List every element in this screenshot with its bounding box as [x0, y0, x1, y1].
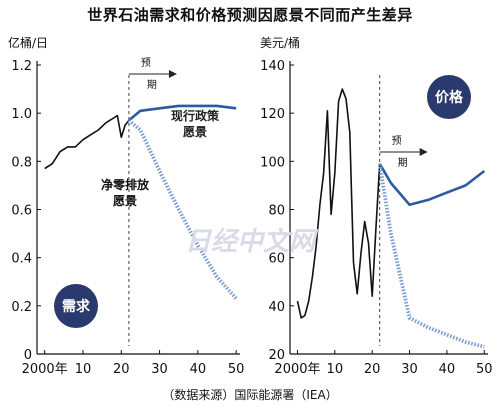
- badge-circle: [54, 284, 98, 328]
- y-tick-label: 0.2: [11, 300, 32, 315]
- policy-scenario-label: 愿景: [183, 125, 207, 139]
- y-tick-label: 40: [268, 300, 285, 315]
- y-tick-label: 20: [268, 348, 285, 363]
- y-tick-label: 0: [24, 348, 32, 363]
- x-tick-label: 40: [190, 362, 207, 377]
- series-line-policy: [128, 104, 237, 122]
- x-tick-label: 30: [151, 362, 168, 377]
- series-line-netzero: [127, 118, 238, 300]
- x-tick-label: 50: [476, 362, 493, 377]
- x-tick-label: 20: [364, 362, 381, 377]
- y-tick-label: 120: [260, 107, 285, 122]
- netzero-scenario-label: 净零排放: [101, 177, 150, 192]
- x-tick-label: 40: [439, 362, 456, 377]
- watermark-text: 日经中文网: [185, 227, 319, 257]
- y-tick-label: 0.6: [11, 204, 32, 219]
- chart-title: 世界石油需求和价格预测因愿景不同而产生差异: [87, 6, 413, 24]
- y-tick-label: 60: [268, 252, 285, 267]
- forecast-label: 期: [398, 157, 408, 169]
- source-note: （数据来源）国际能源署（IEA）: [162, 388, 338, 402]
- y-tick-label: 80: [268, 204, 285, 219]
- demand-panel: 亿桶/日 0 0.2 0.4 0.6 0.8 1.0 1.2 2000年 10 20 30 40 50 预期…: [8, 35, 244, 377]
- y-tick-label: 0.8: [11, 155, 32, 170]
- policy-scenario-label: 现行政策: [171, 108, 220, 123]
- y-tick-label: 0.4: [11, 252, 32, 267]
- badge-circle: [427, 75, 471, 119]
- series-line-history: [44, 114, 130, 170]
- netzero-scenario-label: 愿景: [113, 194, 137, 208]
- forecast-label: 预: [141, 57, 151, 69]
- x-tick-label: 10: [75, 362, 92, 377]
- price-panel: 美元/桶 20 40 60 80 100 120 140 2000年 10 20 30 40 50 预期 价格: [260, 35, 493, 377]
- y-tick-label: 1.0: [11, 107, 32, 122]
- x-tick-label: 2000年: [274, 362, 320, 377]
- y-unit-label: 亿桶/日: [8, 35, 48, 50]
- badge-label: 价格: [435, 89, 464, 106]
- y-unit-label: 美元/桶: [260, 35, 300, 50]
- x-tick-label: 30: [401, 362, 418, 377]
- y-tick-label: 1.2: [11, 59, 32, 74]
- series-line-netzero: [377, 163, 485, 349]
- forecast-arrow-head: [419, 148, 428, 156]
- x-tick-label: 50: [228, 362, 245, 377]
- series-line-policy: [378, 163, 486, 206]
- x-tick-label: 20: [113, 362, 130, 377]
- y-tick-label: 100: [260, 155, 285, 170]
- x-tick-label: 10: [327, 362, 344, 377]
- forecast-arrow-head: [168, 70, 177, 78]
- y-tick-label: 140: [260, 59, 285, 74]
- series-line-history: [296, 88, 381, 319]
- badge-label: 需求: [62, 298, 91, 315]
- forecast-label: 预: [392, 135, 402, 147]
- x-tick-label: 2000年: [22, 362, 68, 377]
- forecast-label: 期: [147, 79, 157, 91]
